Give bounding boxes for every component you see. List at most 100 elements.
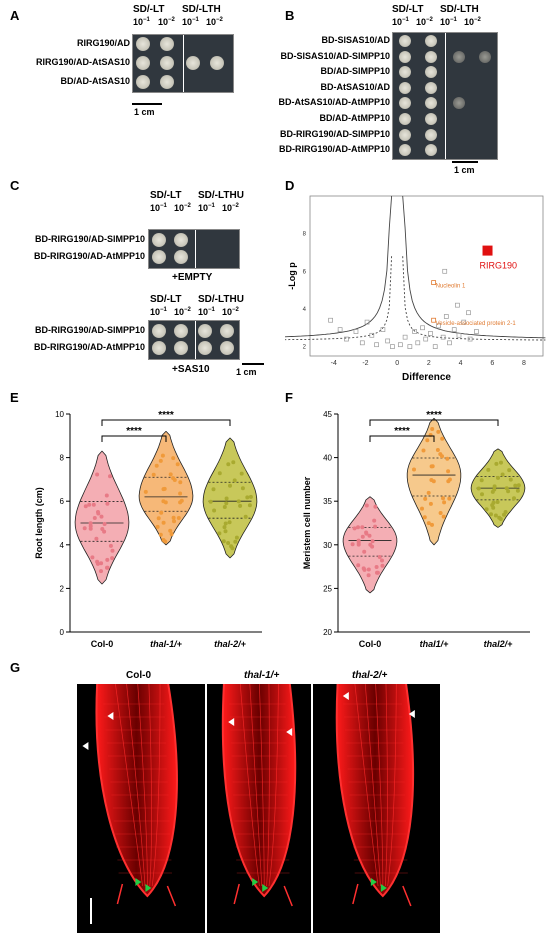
significance-stars: **** (158, 410, 174, 421)
data-point (491, 505, 496, 510)
cell-file-line (266, 678, 270, 887)
data-point (447, 477, 452, 482)
panel-a-dilution-3: 10−1 (182, 17, 199, 27)
data-point (356, 525, 360, 530)
data-point (239, 471, 244, 476)
y-tick-label: 6 (303, 269, 307, 275)
data-point (372, 518, 377, 523)
data-point (344, 336, 349, 342)
panel-c-row-label: BD-RIRG190/AD-SlMPP10 (34, 325, 145, 335)
data-point (356, 563, 361, 568)
data-point (82, 526, 87, 531)
yeast-colony-spot (174, 250, 188, 264)
data-point (105, 501, 110, 506)
panel-g-title-col0: Col-0 (126, 670, 151, 681)
yeast-colony-spot (220, 324, 234, 338)
yeast-colony-spot (425, 35, 437, 47)
significance-bracket (101, 419, 231, 426)
data-point (350, 542, 355, 547)
data-point (227, 520, 232, 525)
panel-e-label: E (10, 390, 19, 405)
root-micrograph (82, 678, 178, 907)
data-point (499, 460, 503, 465)
significance-bracket (101, 435, 167, 442)
data-point (446, 469, 451, 474)
panel-c-caption-sas10: +SAS10 (172, 364, 210, 375)
data-point (337, 327, 343, 332)
cell-file-line (375, 678, 384, 887)
green-arrowhead (135, 878, 142, 886)
yeast-colony-spot (152, 324, 166, 338)
green-arrowhead (145, 884, 152, 892)
data-point (105, 565, 110, 570)
y-tick-label: 10 (55, 410, 64, 419)
data-point (231, 460, 236, 465)
data-point (226, 541, 231, 545)
data-point (507, 468, 512, 473)
data-point (224, 496, 229, 501)
panel-c-yeast-plate-empty (148, 229, 240, 269)
panel-f-label: F (285, 390, 293, 405)
data-point (516, 483, 521, 488)
plate-divider (195, 230, 196, 268)
data-point (172, 519, 176, 524)
panel-a-dilution-4: 10−2 (206, 17, 223, 27)
data-point (412, 467, 416, 472)
significance-stars: **** (126, 426, 142, 437)
panel-c-dilution-4: 10−2 (222, 203, 239, 213)
x-tick-label: 2 (427, 360, 431, 367)
highlight-point (482, 245, 493, 256)
data-point (495, 500, 500, 504)
data-point (445, 456, 450, 461)
data-point (503, 510, 508, 514)
panel-c-row-label: BD-RIRG190/AD-AtMPP10 (33, 251, 145, 261)
panel-b-dilution-4: 10−2 (464, 17, 481, 27)
x-tick-label: -4 (331, 360, 337, 367)
data-point (179, 498, 184, 503)
highlight-label: RIRG190 (480, 261, 518, 271)
data-point (222, 505, 227, 509)
data-point (422, 515, 427, 520)
cell-file-line (148, 678, 152, 887)
yeast-colony-spot (425, 113, 437, 125)
data-point (451, 327, 457, 332)
data-point (435, 448, 440, 452)
data-point (222, 525, 227, 530)
data-point (428, 501, 433, 506)
data-point (360, 534, 365, 539)
white-arrowhead (342, 692, 349, 700)
panel-a-header-lth: SD/-LTH (182, 4, 221, 15)
data-point (159, 510, 164, 515)
data-point (155, 524, 160, 529)
cell-file-line (114, 678, 143, 887)
green-arrowhead (380, 884, 387, 892)
data-point (168, 472, 173, 477)
data-point (248, 494, 253, 499)
data-point (95, 472, 100, 477)
data-point (512, 496, 516, 501)
cell-file-line (125, 678, 146, 887)
data-point (374, 565, 379, 569)
x-tick-label: -2 (362, 360, 368, 367)
panel-divider (311, 684, 313, 933)
threshold-curve (402, 195, 546, 339)
panel-b-dilution-3: 10−1 (440, 17, 457, 27)
data-point (171, 456, 176, 461)
white-arrowhead (82, 742, 89, 750)
data-point (440, 436, 445, 441)
panel-b-row-label: BD/AD-AtMPP10 (319, 113, 390, 123)
data-point (92, 516, 97, 520)
panel-c-header-lthu: SD/-LTHU (198, 190, 244, 201)
data-point (178, 480, 183, 485)
y-tick-label: 20 (323, 628, 332, 637)
yeast-colony-spot (152, 250, 166, 264)
data-point (426, 521, 431, 526)
data-point (99, 569, 103, 574)
data-point (425, 438, 430, 443)
panel-c-row-label: BD-RIRG190/AD-SlMPP10 (34, 234, 145, 244)
data-point (366, 567, 371, 572)
threshold-curve (402, 256, 546, 341)
yeast-colony-spot (399, 50, 411, 63)
data-point (474, 329, 479, 334)
data-point (171, 515, 176, 520)
